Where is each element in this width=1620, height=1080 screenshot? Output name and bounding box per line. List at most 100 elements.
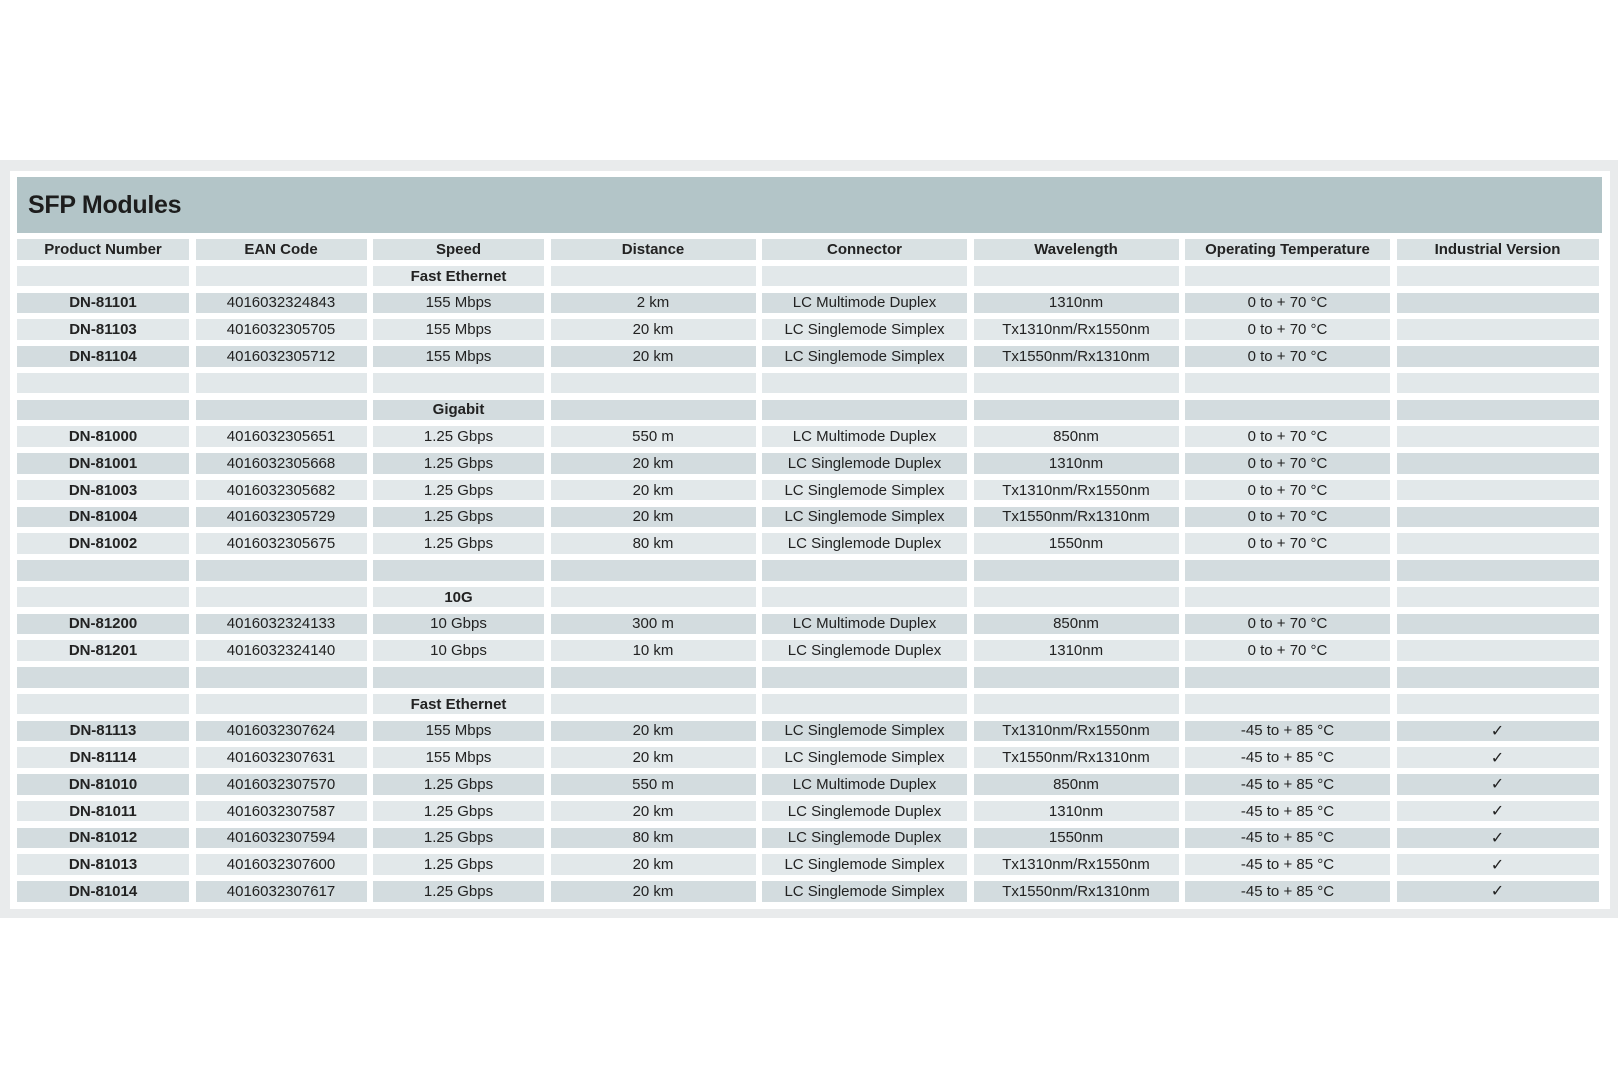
speed: 1.25 Gbps [373, 533, 544, 554]
distance: 20 km [550, 800, 756, 822]
section-row: Gigabit [17, 399, 1602, 420]
empty-cell [1396, 560, 1599, 581]
section-label: Fast Ethernet [373, 693, 544, 715]
distance: 80 km [550, 827, 756, 848]
empty-cell [1185, 667, 1390, 688]
operating-temperature: 0 to + 70 °C [1185, 613, 1390, 634]
table-row: DN-81003 4016032305682 1.25 Gbps 20 km LC Si… [17, 479, 1602, 501]
product-number: DN-81114 [17, 747, 189, 768]
ean-code: 4016032307570 [195, 774, 367, 795]
product-number: DN-81004 [17, 506, 189, 527]
check-icon [1396, 453, 1599, 474]
column-header: Distance [550, 239, 756, 260]
empty-cell [195, 586, 367, 608]
empty-cell [1185, 586, 1390, 608]
empty-cell [17, 372, 189, 394]
empty-cell [550, 560, 756, 581]
check-icon [1396, 533, 1599, 554]
connector: LC Singlemode Simplex [762, 479, 967, 501]
wavelength: 1550nm [973, 827, 1179, 848]
product-number: DN-81103 [17, 319, 189, 340]
product-number: DN-81013 [17, 854, 189, 875]
speed: 155 Mbps [373, 720, 544, 741]
table-row: DN-81101 4016032324843 155 Mbps 2 km LC Mult… [17, 292, 1602, 313]
empty-cell [973, 667, 1179, 688]
ean-code: 4016032305682 [195, 479, 367, 501]
table-row: DN-81104 4016032305712 155 Mbps 20 km LC Sin… [17, 346, 1602, 367]
operating-temperature: 0 to + 70 °C [1185, 453, 1390, 474]
distance: 550 m [550, 426, 756, 447]
product-number: DN-81003 [17, 479, 189, 501]
empty-cell [1396, 586, 1599, 608]
empty-cell [195, 265, 367, 287]
operating-temperature: 0 to + 70 °C [1185, 292, 1390, 313]
table-title-bar: SFP Modules [17, 177, 1602, 233]
connector: LC Singlemode Duplex [762, 640, 967, 661]
table-row: DN-81002 4016032305675 1.25 Gbps 80 km LC Si… [17, 533, 1602, 554]
operating-temperature: 0 to + 70 °C [1185, 319, 1390, 340]
ean-code: 4016032305729 [195, 506, 367, 527]
check-icon: ✓ [1396, 747, 1599, 768]
operating-temperature: 0 to + 70 °C [1185, 533, 1390, 554]
empty-cell [973, 693, 1179, 715]
wavelength: 1310nm [973, 292, 1179, 313]
wavelength: 850nm [973, 774, 1179, 795]
product-number: DN-81101 [17, 292, 189, 313]
product-number: DN-81012 [17, 827, 189, 848]
product-number: DN-81001 [17, 453, 189, 474]
wavelength: 1310nm [973, 640, 1179, 661]
operating-temperature: 0 to + 70 °C [1185, 479, 1390, 501]
distance: 20 km [550, 747, 756, 768]
empty-cell [1185, 399, 1390, 420]
wavelength: Tx1310nm/Rx1550nm [973, 854, 1179, 875]
empty-cell [195, 667, 367, 688]
speed: 1.25 Gbps [373, 854, 544, 875]
wavelength: Tx1310nm/Rx1550nm [973, 319, 1179, 340]
section-row: Fast Ethernet [17, 265, 1602, 287]
empty-cell [550, 586, 756, 608]
empty-cell [762, 265, 967, 287]
empty-cell [550, 667, 756, 688]
distance: 20 km [550, 453, 756, 474]
table-row: DN-81000 4016032305651 1.25 Gbps 550 m LC Mu… [17, 426, 1602, 447]
speed: 1.25 Gbps [373, 800, 544, 822]
check-icon [1396, 346, 1599, 367]
empty-cell [17, 265, 189, 287]
speed: 155 Mbps [373, 319, 544, 340]
distance: 20 km [550, 346, 756, 367]
operating-temperature: -45 to + 85 °C [1185, 854, 1390, 875]
connector: LC Singlemode Simplex [762, 346, 967, 367]
ean-code: 4016032305651 [195, 426, 367, 447]
distance: 20 km [550, 506, 756, 527]
empty-cell [550, 693, 756, 715]
distance: 2 km [550, 292, 756, 313]
product-number: DN-81113 [17, 720, 189, 741]
operating-temperature: 0 to + 70 °C [1185, 346, 1390, 367]
operating-temperature: -45 to + 85 °C [1185, 774, 1390, 795]
empty-cell [762, 399, 967, 420]
table-row: DN-81013 4016032307600 1.25 Gbps 20 km LC Si… [17, 854, 1602, 875]
ean-code: 4016032324133 [195, 613, 367, 634]
ean-code: 4016032305675 [195, 533, 367, 554]
distance: 20 km [550, 854, 756, 875]
table-row: DN-81103 4016032305705 155 Mbps 20 km LC Sin… [17, 319, 1602, 340]
ean-code: 4016032305712 [195, 346, 367, 367]
empty-cell [17, 399, 189, 420]
empty-cell [762, 586, 967, 608]
speed: 10 Gbps [373, 613, 544, 634]
empty-cell [762, 560, 967, 581]
ean-code: 4016032307631 [195, 747, 367, 768]
check-icon [1396, 426, 1599, 447]
connector: LC Singlemode Simplex [762, 506, 967, 527]
distance: 20 km [550, 479, 756, 501]
table-row: DN-81004 4016032305729 1.25 Gbps 20 km LC Si… [17, 506, 1602, 527]
check-icon: ✓ [1396, 774, 1599, 795]
speed: 1.25 Gbps [373, 479, 544, 501]
column-header: EAN Code [195, 239, 367, 260]
connector: LC Singlemode Simplex [762, 881, 967, 902]
product-number: DN-81201 [17, 640, 189, 661]
wavelength: 1310nm [973, 800, 1179, 822]
product-number: DN-81000 [17, 426, 189, 447]
table-title: SFP Modules [28, 190, 182, 219]
product-number: DN-81200 [17, 613, 189, 634]
